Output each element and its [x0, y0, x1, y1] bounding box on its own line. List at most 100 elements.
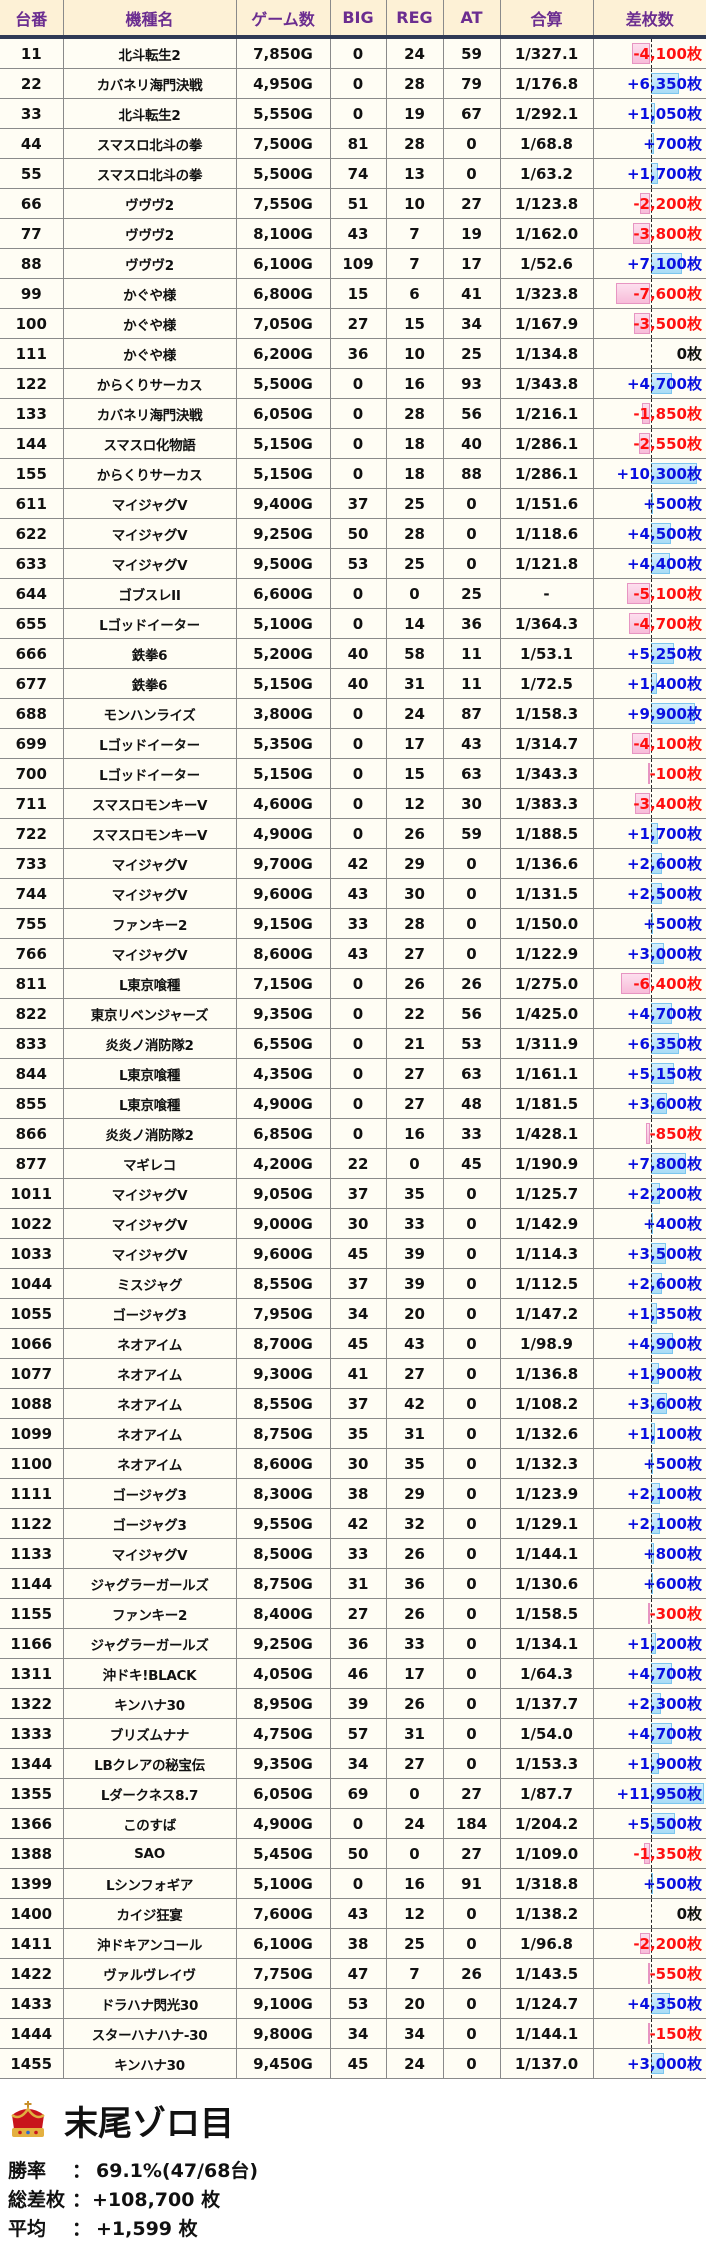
- combined-cell: 1/204.2: [500, 1808, 594, 1839]
- negative-diff-bar: [634, 793, 650, 814]
- diff-cell: +3,600枚: [593, 1088, 706, 1119]
- machine-number-cell: 99: [0, 278, 64, 309]
- at-cell: 0: [443, 1328, 501, 1359]
- table-row: 1155 ファンキー2 8,400G 27 26 0 1/158.5 -300枚: [0, 1598, 706, 1629]
- table-row: 1333 ブリズムナナ 4,750G 57 31 0 1/54.0 +4,700枚: [0, 1718, 706, 1749]
- games-cell: 9,000G: [236, 1208, 331, 1239]
- machine-name-cell: ヴヴヴ2: [63, 188, 237, 219]
- big-cell: 0: [330, 698, 387, 729]
- games-cell: 9,100G: [236, 1988, 331, 2019]
- machine-number-cell: 1344: [0, 1748, 64, 1779]
- at-cell: 19: [443, 218, 501, 249]
- combined-cell: 1/125.7: [500, 1178, 594, 1209]
- diff-value: +3,000枚: [626, 945, 702, 963]
- diff-cell: +5,150枚: [593, 1058, 706, 1089]
- diff-value: -3,800枚: [633, 225, 702, 243]
- diff-cell: -1,350枚: [593, 1838, 706, 1869]
- machine-number-cell: 1088: [0, 1388, 64, 1419]
- games-cell: 5,550G: [236, 98, 331, 129]
- diff-cell: +4,700枚: [593, 1658, 706, 1689]
- big-cell: 37: [330, 1268, 387, 1299]
- reg-cell: 33: [386, 1208, 444, 1239]
- machine-number-cell: 822: [0, 998, 64, 1029]
- diff-value: +1,050枚: [626, 105, 702, 123]
- combined-cell: 1/123.9: [500, 1478, 594, 1509]
- diff-value: +6,350枚: [626, 1035, 702, 1053]
- combined-cell: 1/428.1: [500, 1118, 594, 1149]
- machine-number-cell: 666: [0, 638, 64, 669]
- zero-axis-line: [650, 1899, 652, 1928]
- big-cell: 45: [330, 1238, 387, 1269]
- combined-cell: 1/136.8: [500, 1358, 594, 1389]
- at-cell: 0: [443, 848, 501, 879]
- table-row: 1311 沖ドキ!BLACK 4,050G 46 17 0 1/64.3 +4,700枚: [0, 1658, 706, 1689]
- games-cell: 5,150G: [236, 668, 331, 699]
- machine-number-cell: 644: [0, 578, 64, 609]
- machine-number-cell: 1033: [0, 1238, 64, 1269]
- diff-value: +500枚: [643, 915, 702, 933]
- table-row: 133 カバネリ海門決戦 6,050G 0 28 56 1/216.1 -1,850枚: [0, 398, 706, 429]
- diff-value: +11,950枚: [616, 1785, 702, 1803]
- zero-axis-line: [650, 489, 652, 518]
- at-cell: 0: [443, 908, 501, 939]
- zero-axis-line: [650, 1659, 652, 1688]
- reg-cell: 16: [386, 1118, 444, 1149]
- at-cell: 36: [443, 608, 501, 639]
- diff-cell: -4,100枚: [593, 37, 706, 69]
- reg-cell: 16: [386, 368, 444, 399]
- diff-cell: +1,350枚: [593, 1298, 706, 1329]
- table-row: 877 マギレコ 4,200G 22 0 45 1/190.9 +7,800枚: [0, 1148, 706, 1179]
- machine-name-cell: マイジャグV: [63, 1538, 237, 1569]
- negative-diff-bar: [648, 2023, 650, 2044]
- games-cell: 8,750G: [236, 1568, 331, 1599]
- reg-cell: 0: [386, 578, 444, 609]
- table-row: 100 かぐや様 7,050G 27 15 34 1/167.9 -3,500枚: [0, 308, 706, 339]
- big-cell: 45: [330, 1328, 387, 1359]
- negative-diff-bar: [647, 1963, 650, 1984]
- table-row: 1022 マイジャグV 9,000G 30 33 0 1/142.9 +400枚: [0, 1208, 706, 1239]
- table-row: 866 炎炎ノ消防隊2 6,850G 0 16 33 1/428.1 -850枚: [0, 1118, 706, 1149]
- big-cell: 33: [330, 1538, 387, 1569]
- diff-cell: +500枚: [593, 1448, 706, 1479]
- machine-name-cell: Lシンフォギア: [63, 1868, 237, 1899]
- combined-cell: 1/286.1: [500, 428, 594, 459]
- games-cell: 6,100G: [236, 248, 331, 279]
- table-row: 1444 スターハナハナ-30 9,800G 34 34 0 1/144.1 -150枚: [0, 2018, 706, 2049]
- machine-number-cell: 1455: [0, 2048, 64, 2079]
- machine-name-cell: ヴヴヴ2: [63, 248, 237, 279]
- negative-diff-bar: [640, 193, 650, 214]
- at-cell: 0: [443, 518, 501, 549]
- big-cell: 0: [330, 1808, 387, 1839]
- table-row: 666 鉄拳6 5,200G 40 58 11 1/53.1 +5,250枚: [0, 638, 706, 669]
- zero-axis-line: [650, 249, 652, 278]
- diff-value: +2,600枚: [626, 855, 702, 873]
- machine-number-cell: 711: [0, 788, 64, 819]
- machine-name-cell: ネオアイム: [63, 1418, 237, 1449]
- big-cell: 43: [330, 878, 387, 909]
- machine-name-cell: Lゴッドイーター: [63, 728, 237, 759]
- diff-value: +400枚: [643, 1215, 702, 1233]
- big-cell: 33: [330, 908, 387, 939]
- diff-value: +4,700枚: [626, 1665, 702, 1683]
- reg-cell: 26: [386, 1598, 444, 1629]
- table-row: 833 炎炎ノ消防隊2 6,550G 0 21 53 1/311.9 +6,350枚: [0, 1028, 706, 1059]
- machine-name-cell: 沖ドキ!BLACK: [63, 1658, 237, 1689]
- machine-number-cell: 1155: [0, 1598, 64, 1629]
- games-cell: 6,850G: [236, 1118, 331, 1149]
- diff-cell: +3,000枚: [593, 2048, 706, 2079]
- diff-cell: +2,600枚: [593, 1268, 706, 1299]
- diff-cell: +4,350枚: [593, 1988, 706, 2019]
- big-cell: 81: [330, 128, 387, 159]
- machine-name-cell: からくりサーカス: [63, 368, 237, 399]
- machine-number-cell: 1044: [0, 1268, 64, 1299]
- table-row: 44 スマスロ北斗の拳 7,500G 81 28 0 1/68.8 +700枚: [0, 128, 706, 159]
- reg-cell: 26: [386, 1538, 444, 1569]
- at-cell: 11: [443, 638, 501, 669]
- reg-cell: 20: [386, 1298, 444, 1329]
- table-row: 1088 ネオアイム 8,550G 37 42 0 1/108.2 +3,600枚: [0, 1388, 706, 1419]
- reg-cell: 0: [386, 1838, 444, 1869]
- table-row: 1433 ドラハナ閃光30 9,100G 53 20 0 1/124.7 +4,350枚: [0, 1988, 706, 2019]
- big-cell: 22: [330, 1148, 387, 1179]
- games-cell: 8,550G: [236, 1388, 331, 1419]
- big-cell: 43: [330, 938, 387, 969]
